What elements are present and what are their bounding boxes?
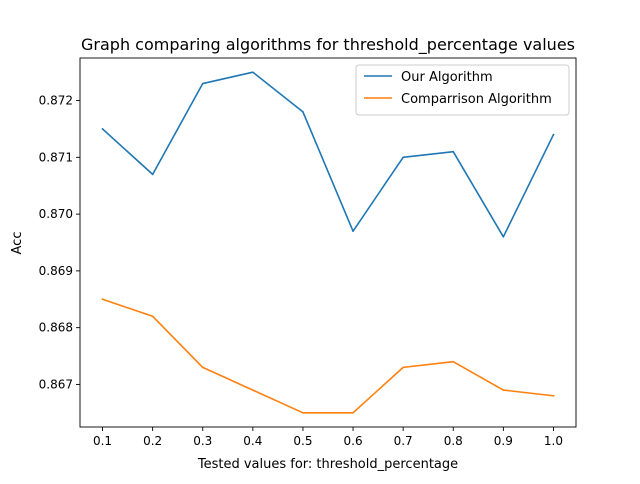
y-tick-label: 0.868 [39,321,73,335]
x-tick-label: 0.4 [243,434,262,448]
plot-frame [79,57,577,428]
data-point [452,150,455,153]
series-line-2 [101,298,555,414]
data-point [502,389,505,391]
x-tick-label: 0.3 [193,434,212,448]
data-point [151,173,154,176]
legend-label-2: Comparrison Algorithm [401,92,552,107]
data-point [502,236,505,238]
x-tick-label: 0.5 [293,434,312,448]
y-tick-label: 0.871 [39,150,73,164]
data-point [252,389,254,391]
legend-box [355,64,570,116]
data-point [201,82,204,85]
y-tick-label: 0.869 [39,264,73,278]
legend: Our Algorithm Comparrison Algorithm [355,64,570,116]
y-axis-label: Acc [10,232,25,255]
x-tick-label: 0.6 [344,434,363,448]
data-point [402,366,404,369]
chart-title: Graph comparing algorithms for threshold… [81,35,575,55]
data-point [552,133,555,136]
legend-label-1: Our Algorithm [401,70,493,85]
x-tick-label: 0.9 [494,434,513,448]
x-tick-label: 1.0 [544,434,563,448]
data-point [352,230,354,232]
plot-area: 0.1 0.2 0.3 0.4 0.5 0.6 0.7 0.8 0.9 1.0 0.867 0.868… [39,57,577,448]
y-tick-label: 0.867 [39,377,73,391]
x-tick-label: 0.8 [444,434,463,448]
data-point [101,128,104,130]
data-point [252,71,254,73]
data-point [151,315,154,318]
data-point [302,412,304,414]
data-point [201,366,204,369]
series-line-1 [101,71,555,238]
x-tick-label: 0.2 [143,434,162,448]
data-point [101,298,104,301]
data-point [552,394,555,397]
data-point [352,412,354,414]
x-axis-label: Tested values for: threshold_percentage [197,457,458,472]
x-tick-label: 0.7 [394,434,413,448]
data-point [302,111,304,113]
data-point [402,156,404,159]
y-tick-label: 0.870 [39,207,73,221]
x-tick-label: 0.1 [93,434,112,448]
y-tick-label: 0.872 [39,94,73,108]
data-point [452,360,455,363]
